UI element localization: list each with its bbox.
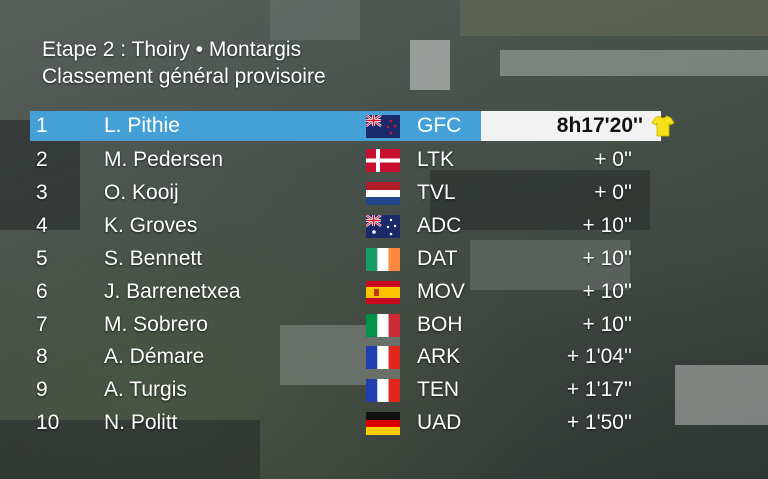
time-gap: + 10'' [582, 247, 632, 270]
standings-row-leader: 1 L. Pithie GFC 8h17'20'' [30, 111, 661, 141]
rank: 5 [36, 247, 48, 270]
rank: 1 [36, 114, 48, 137]
spain-flag-icon [366, 281, 400, 304]
time-gap: + 10'' [582, 214, 632, 237]
team-code: ADC [417, 214, 462, 237]
team-code: TEN [417, 378, 459, 401]
netherlands-flag-icon [366, 182, 400, 205]
rider-name: N. Politt [104, 411, 178, 434]
rider-name: K. Groves [104, 214, 198, 237]
team-code: BOH [417, 313, 463, 336]
australia-nz-flag-icon [366, 115, 400, 138]
team-code: DAT [417, 247, 458, 270]
denmark-flag-icon [366, 149, 400, 172]
france-flag-icon [366, 346, 400, 369]
stage-header: Etape 2 : Thoiry • Montargis Classement … [42, 36, 326, 90]
rider-name: M. Sobrero [104, 313, 208, 336]
rank: 9 [36, 378, 48, 401]
time-gap: + 0'' [594, 181, 632, 204]
standings-row: 5 S. Bennett DAT + 10'' [30, 244, 680, 274]
time-gap: + 0'' [594, 148, 632, 171]
time-gap: + 1'50'' [566, 411, 632, 434]
time-gap: + 1'17'' [566, 378, 632, 401]
rank: 10 [36, 411, 60, 434]
italy-flag-icon [366, 314, 400, 337]
france-flag-icon [366, 379, 400, 402]
team-code: LTK [417, 148, 454, 171]
team-code: MOV [417, 280, 465, 303]
standings-row: 2 M. Pedersen LTK + 0'' [30, 145, 680, 175]
time-gap: + 10'' [582, 280, 632, 303]
rank: 2 [36, 148, 48, 171]
team-code: GFC [417, 114, 462, 137]
team-code: ARK [417, 345, 461, 368]
standings-row: 8 A. Démare ARK + 1'04'' [30, 342, 680, 372]
rider-name: J. Barrenetxea [104, 280, 241, 303]
rank: 6 [36, 280, 48, 303]
ireland-flag-icon [366, 248, 400, 271]
time-gap: + 1'04'' [566, 345, 632, 368]
classification-title: Classement général provisoire [42, 65, 326, 88]
rider-name: A. Turgis [104, 378, 187, 401]
standings-row: 3 O. Kooij TVL + 0'' [30, 178, 680, 208]
rider-name: O. Kooij [104, 181, 179, 204]
standings-row: 10 N. Politt UAD + 1'50'' [30, 408, 680, 438]
rank: 4 [36, 214, 48, 237]
australia-flag-icon [366, 215, 400, 238]
stage-title: Etape 2 : Thoiry • Montargis [42, 38, 302, 61]
rank: 3 [36, 181, 48, 204]
leader-time: 8h17'20'' [481, 111, 661, 141]
standings-row: 6 J. Barrenetxea MOV + 10'' [30, 277, 680, 307]
team-code: UAD [417, 411, 462, 434]
rider-name: A. Démare [104, 345, 205, 368]
rank: 8 [36, 345, 48, 368]
time-gap: + 10'' [582, 313, 632, 336]
standings-row: 4 K. Groves ADC + 10'' [30, 211, 680, 241]
standings-row: 9 A. Turgis TEN + 1'17'' [30, 375, 680, 405]
rank: 7 [36, 313, 48, 336]
rider-name: M. Pedersen [104, 148, 224, 171]
germany-flag-icon [366, 412, 400, 435]
yellow-jersey-icon [651, 114, 675, 138]
standings-row: 7 M. Sobrero BOH + 10'' [30, 310, 680, 340]
rider-name: S. Bennett [104, 247, 203, 270]
team-code: TVL [417, 181, 456, 204]
rider-name: L. Pithie [104, 114, 180, 137]
